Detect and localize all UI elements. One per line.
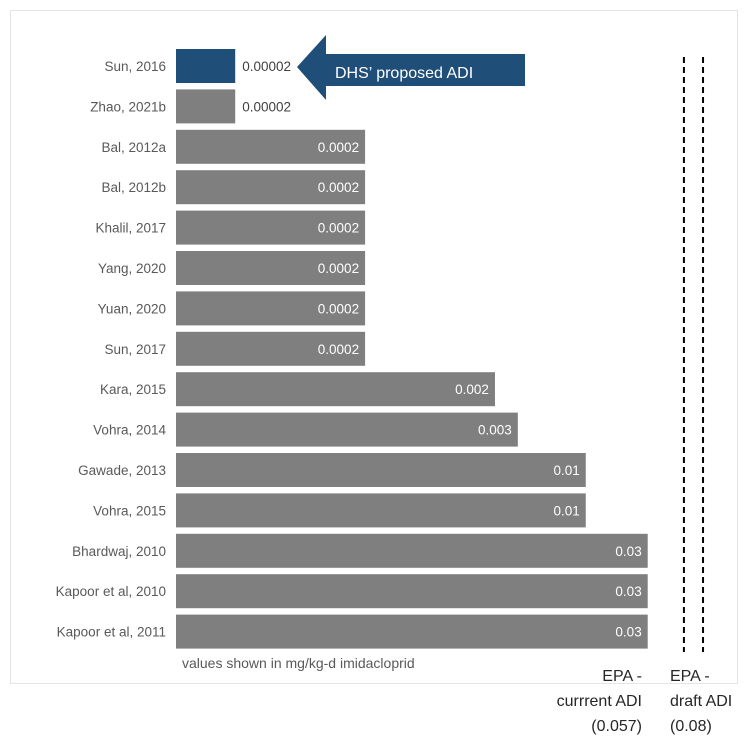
category-label: Kapoor et al, 2010 xyxy=(56,584,166,599)
value-label: 0.03 xyxy=(615,584,641,599)
callout-arrow-shape xyxy=(297,35,525,100)
category-label: Bhardwaj, 2010 xyxy=(72,544,166,559)
category-label: Zhao, 2021b xyxy=(90,99,166,114)
category-label: Yuan, 2020 xyxy=(98,301,166,316)
value-label: 0.0002 xyxy=(318,140,359,155)
bar-13 xyxy=(176,574,648,609)
bar-7 xyxy=(176,331,366,366)
bar-8 xyxy=(176,372,495,407)
ref-label-current: EPA - currrent ADI (0.057) xyxy=(557,664,642,739)
category-label: Kara, 2015 xyxy=(100,382,166,397)
bar-9 xyxy=(176,412,518,447)
value-label: 0.00002 xyxy=(242,99,291,114)
category-label: Bal, 2012b xyxy=(101,180,166,195)
bar-5 xyxy=(176,251,366,285)
category-label: Bal, 2012a xyxy=(101,140,166,155)
value-label: 0.03 xyxy=(615,544,641,559)
bar-6 xyxy=(176,291,366,326)
bar-12 xyxy=(176,533,648,568)
value-label: 0.002 xyxy=(455,382,489,397)
bars-group: Sun, 2016 0.00002 Zhao, 2021b 0.00002 Bal, 2… xyxy=(56,49,648,649)
ref-label-current-line3: (0.057) xyxy=(591,718,642,735)
value-label: 0.0002 xyxy=(318,301,359,316)
category-label: Vohra, 2014 xyxy=(93,423,166,438)
units-note: values shown in mg/kg-d imidacloprid xyxy=(182,655,415,671)
ref-label-draft-line1: EPA - xyxy=(670,668,710,685)
bar-3 xyxy=(176,170,366,205)
chart-frame xyxy=(10,10,738,684)
value-label: 0.00002 xyxy=(242,59,291,74)
value-label: 0.0002 xyxy=(318,221,359,236)
category-label: Gawade, 2013 xyxy=(78,463,166,478)
value-label: 0.0002 xyxy=(318,261,359,276)
ref-label-current-line1: EPA - xyxy=(602,668,642,685)
category-label: Sun, 2016 xyxy=(104,59,166,74)
ref-label-draft-line3: (0.08) xyxy=(670,718,712,735)
value-label: 0.03 xyxy=(615,625,641,640)
category-label: Khalil, 2017 xyxy=(95,221,166,236)
value-label: 0.0002 xyxy=(318,342,359,357)
bar-0 xyxy=(176,49,236,83)
bar-10 xyxy=(176,453,586,487)
ref-label-draft-line2: draft ADI xyxy=(670,693,733,710)
value-label: 0.01 xyxy=(553,463,579,478)
category-label: Yang, 2020 xyxy=(98,261,166,276)
value-label: 0.01 xyxy=(553,503,579,518)
bar-2 xyxy=(176,129,366,164)
bar-14 xyxy=(176,614,648,649)
category-label: Sun, 2017 xyxy=(104,342,166,357)
bar-4 xyxy=(176,210,366,245)
bar-1 xyxy=(176,89,236,124)
category-label: Kapoor et al, 2011 xyxy=(57,625,166,640)
callout-label: DHS’ proposed ADI xyxy=(335,65,474,82)
value-label: 0.0002 xyxy=(318,180,359,195)
ref-label-current-line2: currrent ADI xyxy=(556,693,642,710)
value-label: 0.003 xyxy=(478,423,512,438)
ref-label-draft: EPA - draft ADI (0.08) xyxy=(670,664,732,739)
bar-11 xyxy=(176,493,586,528)
category-label: Vohra, 2015 xyxy=(93,503,166,518)
callout-arrow xyxy=(297,35,525,100)
reference-lines xyxy=(682,57,705,652)
